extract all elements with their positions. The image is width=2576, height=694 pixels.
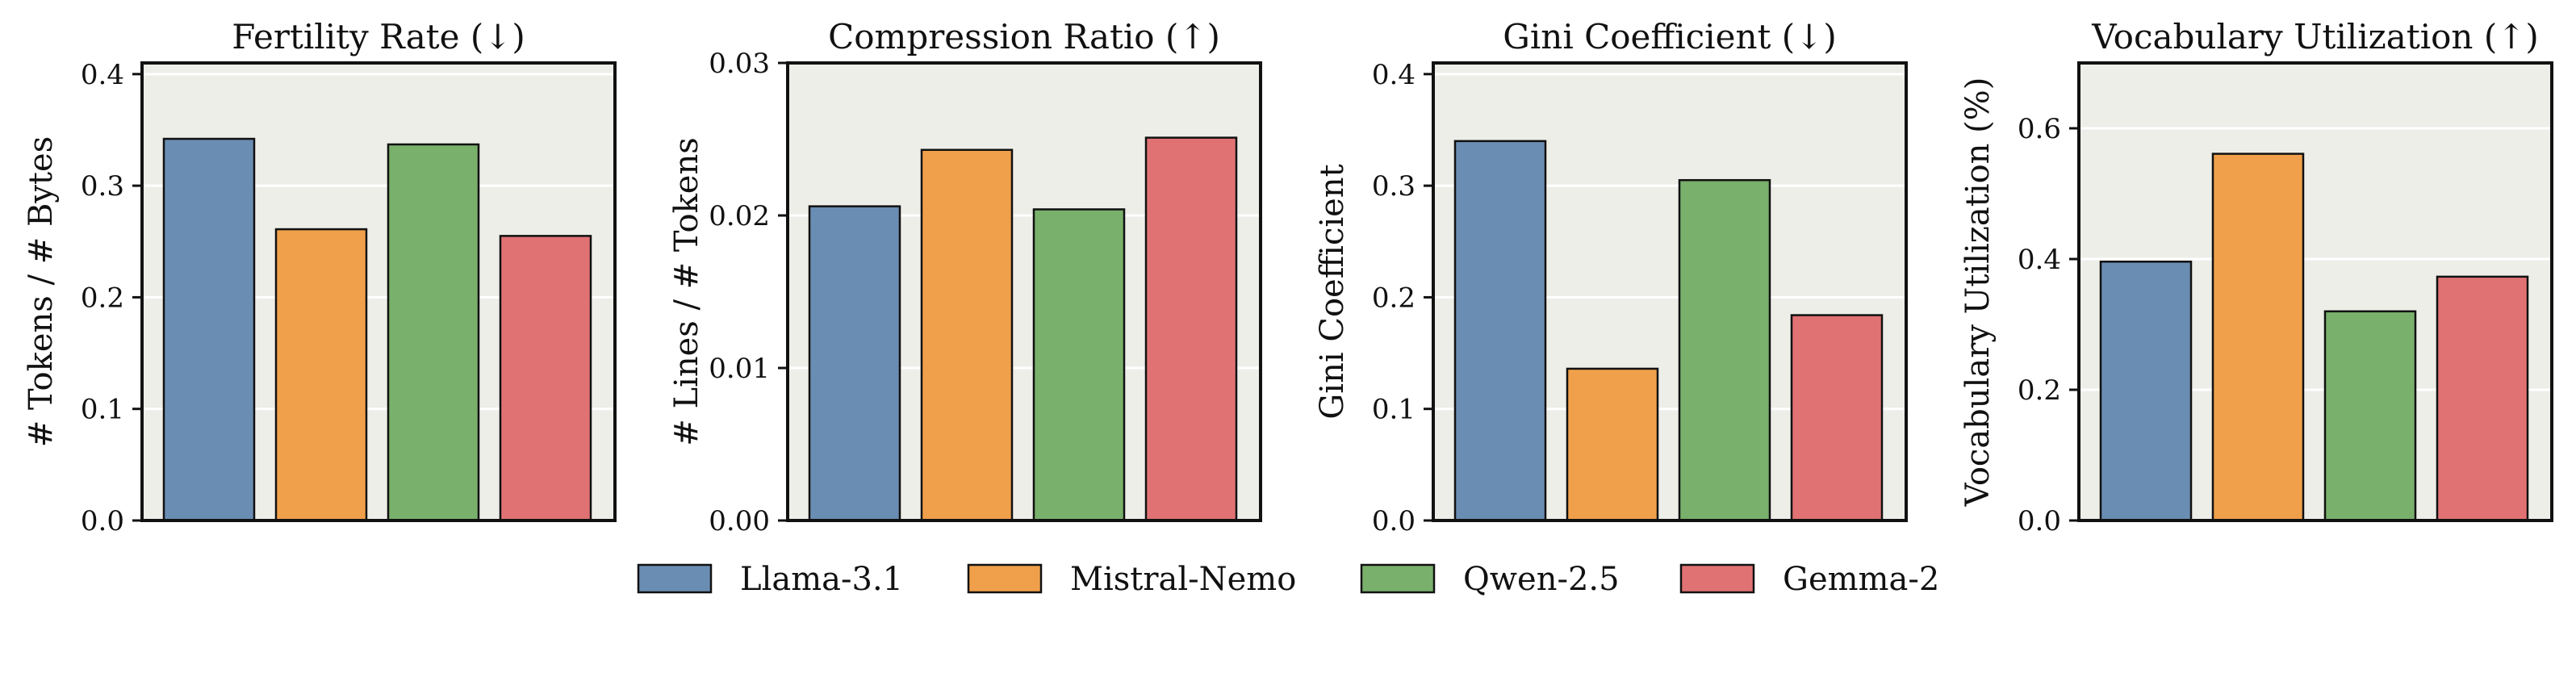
y-tick-label: 0.4: [1372, 59, 1416, 91]
bar-gemma-2: [499, 235, 592, 522]
y-tick-label: 0.00: [709, 505, 770, 537]
bar-gemma-2: [2436, 275, 2529, 522]
y-tick-label: 0.0: [1372, 505, 1416, 537]
bar-qwen-2-5: [387, 143, 480, 522]
y-tick-label: 0.3: [1372, 170, 1416, 203]
legend-swatch: [1679, 563, 1755, 594]
bar-gemma-2: [1144, 136, 1238, 522]
y-tick-label: 0.02: [709, 200, 770, 232]
bar-mistral-nemo: [274, 228, 368, 522]
bar-gemma-2: [1790, 314, 1884, 522]
y-axis-label: Vocabulary Utilization (%): [1959, 77, 1997, 508]
chart-title: Fertility Rate (↓): [232, 17, 525, 56]
plot-frame: [1432, 61, 1908, 522]
bar-mistral-nemo: [1566, 367, 1659, 522]
legend-label: Gemma-2: [1783, 561, 1939, 598]
chart-title: Compression Ratio (↑): [828, 17, 1220, 56]
y-tick-label: 0.2: [81, 282, 124, 314]
y-axis-label: # Lines / # Tokens: [668, 137, 705, 446]
bar-llama-3-1: [2099, 260, 2193, 522]
legend-swatch: [1360, 563, 1436, 594]
legend-swatch: [637, 563, 713, 594]
legend-label: Mistral-Nemo: [1070, 561, 1296, 598]
y-tick-label: 0.4: [2018, 244, 2061, 276]
plot-frame: [2077, 61, 2553, 522]
bar-llama-3-1: [808, 205, 901, 522]
plot-frame: [786, 61, 1262, 522]
y-axis-label: # Tokens / # Bytes: [23, 136, 60, 448]
y-tick-label: 0.1: [1372, 394, 1416, 426]
y-axis-label: Gini Coefficient: [1314, 164, 1351, 419]
legend-swatch: [967, 563, 1043, 594]
bar-mistral-nemo: [920, 148, 1014, 522]
bar-llama-3-1: [1453, 140, 1547, 522]
bar-qwen-2-5: [1678, 178, 1771, 522]
y-tick-label: 0.1: [81, 394, 124, 426]
bar-qwen-2-5: [1032, 208, 1126, 522]
y-tick-label: 0.4: [81, 59, 124, 91]
legend-label: Llama-3.1: [740, 561, 903, 598]
y-tick-label: 0.6: [2018, 113, 2061, 145]
bar-mistral-nemo: [2211, 153, 2305, 522]
chart-title: Gini Coefficient (↓): [1503, 17, 1836, 56]
y-tick-label: 0.01: [709, 353, 770, 385]
bar-llama-3-1: [162, 137, 256, 522]
y-tick-label: 0.0: [2018, 505, 2061, 537]
y-tick-label: 0.0: [81, 505, 124, 537]
legend-label: Qwen-2.5: [1463, 561, 1620, 598]
y-tick-label: 0.2: [2018, 374, 2061, 407]
bar-qwen-2-5: [2323, 310, 2417, 522]
y-tick-label: 0.2: [1372, 282, 1416, 314]
y-tick-label: 0.3: [81, 170, 124, 203]
chart-title: Vocabulary Utilization (↑): [2091, 17, 2539, 56]
y-tick-label: 0.03: [709, 48, 770, 80]
plot-frame: [140, 61, 617, 522]
